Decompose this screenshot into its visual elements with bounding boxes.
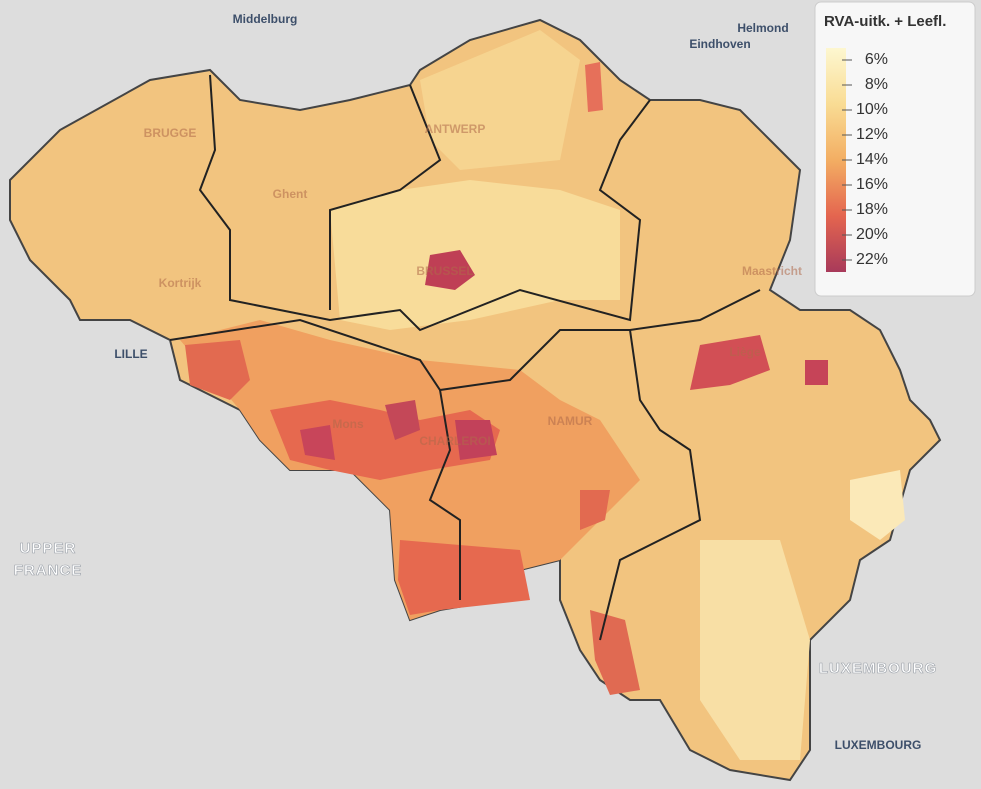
region-red xyxy=(585,62,603,112)
place-label: BRUSSEL xyxy=(416,264,473,278)
region-red xyxy=(398,540,530,615)
legend-tick-label: 18% xyxy=(856,201,888,218)
place-labels: Middelburg Helmond Eindhoven LILLE UPPER FRAN… xyxy=(13,12,937,752)
region-dark xyxy=(300,425,335,460)
country-shapes xyxy=(9,18,942,782)
legend-tick-label: 20% xyxy=(856,226,888,243)
legend-tick-label: 16% xyxy=(856,176,888,193)
region-light xyxy=(850,470,905,540)
legend-box xyxy=(814,1,976,297)
region-dark xyxy=(455,420,497,460)
region-red xyxy=(185,340,250,400)
legend-tick-label: 8% xyxy=(865,76,888,93)
place-label: LUXEMBOURG xyxy=(819,660,937,677)
province-border xyxy=(329,84,442,310)
place-label: Helmond xyxy=(737,21,788,35)
color-scale xyxy=(826,48,846,272)
province-border xyxy=(198,74,651,332)
place-label: Middelburg xyxy=(233,12,298,26)
region-dark xyxy=(385,400,420,440)
place-label: Eindhoven xyxy=(689,37,750,51)
region-light xyxy=(420,30,580,170)
region-dark xyxy=(690,335,770,390)
legend-title: RVA-uitk. + Leefl. xyxy=(824,13,946,30)
legend-tick-label: 14% xyxy=(856,151,888,168)
legend-tick-label: 6% xyxy=(865,51,888,68)
place-label: CHARLEROI xyxy=(419,434,490,448)
province-border xyxy=(428,389,461,600)
place-label: ANTWERP xyxy=(425,122,486,136)
region-light xyxy=(700,540,810,760)
place-label: FRANCE xyxy=(14,562,83,579)
place-label: Kortrijk xyxy=(159,276,202,290)
place-label: LUXEMBOURG xyxy=(835,738,922,752)
legend-tick-label: 12% xyxy=(856,126,888,143)
place-label: NAMUR xyxy=(548,414,593,428)
place-label: LILLE xyxy=(114,347,147,361)
place-label: UPPER xyxy=(20,540,77,557)
province-border xyxy=(599,329,702,641)
place-label: Mons xyxy=(332,417,364,431)
place-label: Liège xyxy=(729,345,761,359)
place-label: Ghent xyxy=(273,187,308,201)
legend-tick-label: 22% xyxy=(856,251,888,268)
place-label: Maastricht xyxy=(742,264,802,278)
region-dark xyxy=(425,250,475,290)
region-red xyxy=(270,400,500,480)
province-border xyxy=(169,289,761,392)
legend: RVA-uitk. + Leefl. 6% 8% 10% 12% 14% 16% 18% 20… xyxy=(814,1,976,297)
region-light xyxy=(330,180,620,330)
place-label: BRUGGE xyxy=(144,126,197,140)
region-red xyxy=(580,490,610,530)
legend-tick-label: 10% xyxy=(856,101,888,118)
region-dark xyxy=(805,360,828,385)
